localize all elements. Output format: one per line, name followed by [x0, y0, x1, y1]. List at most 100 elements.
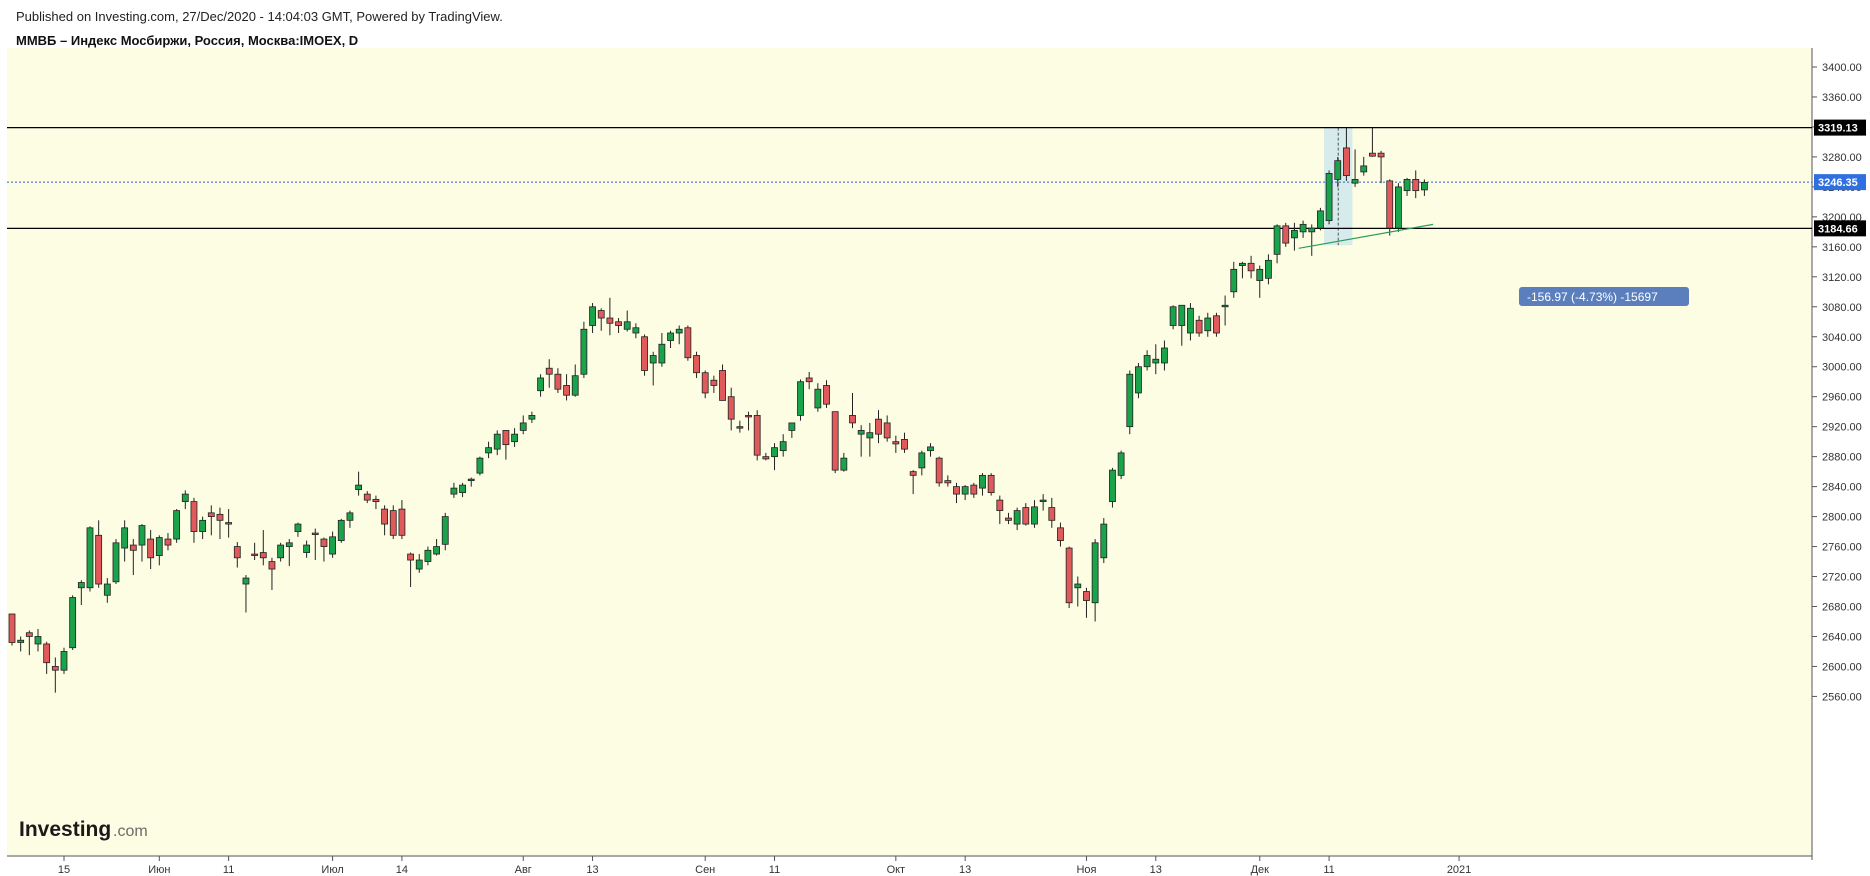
candle-body [251, 553, 259, 556]
candle-body [1074, 583, 1082, 589]
candle-body [502, 430, 510, 446]
candle-body [710, 379, 718, 386]
candle-body [225, 522, 233, 525]
candle-body [1256, 268, 1264, 281]
candle-body [433, 546, 440, 555]
candle-body [849, 415, 856, 424]
candle-body [268, 561, 276, 570]
candle-body [337, 519, 345, 541]
candle-body [901, 439, 908, 450]
candle-body [493, 433, 501, 450]
candle-body [701, 372, 709, 394]
candle-body [805, 377, 813, 383]
candle-body [918, 452, 926, 469]
candle-body [857, 430, 865, 435]
plot-area[interactable] [7, 48, 1812, 856]
trendline[interactable] [1298, 223, 1434, 249]
candle-body [519, 422, 527, 431]
y-tick-label: 3040.00 [1822, 332, 1862, 344]
price-axis-labels: 3319.13 3246.35 3184.66 [1814, 119, 1866, 237]
candle-body [1299, 223, 1307, 233]
candle-body [762, 456, 770, 460]
candle-body [866, 432, 874, 439]
y-tick-label: 3280.00 [1822, 152, 1862, 164]
candle-body [77, 582, 85, 589]
candle-body [51, 666, 59, 671]
candle-body [181, 493, 189, 502]
candle-body [1005, 517, 1012, 521]
candle-body [415, 559, 423, 570]
candle-body [95, 534, 103, 585]
candle-body [727, 396, 735, 420]
x-tick-label: 2021 [1447, 864, 1471, 876]
y-tick-label: 2680.00 [1822, 602, 1862, 614]
candle-body [1377, 152, 1385, 158]
support-price-label: 3184.66 [1818, 223, 1858, 235]
candle-body [1091, 542, 1099, 604]
x-tick-label: Окт [887, 864, 906, 876]
x-tick-label: 15 [58, 864, 70, 876]
candle-body [25, 632, 33, 637]
candle-body [8, 613, 16, 643]
candle-body [329, 536, 337, 555]
candle-body [277, 544, 285, 559]
candle-body [389, 510, 397, 536]
x-tick-label: Июл [321, 864, 343, 876]
candle-body [259, 552, 267, 559]
candle-body [909, 471, 917, 476]
candle-body [1395, 186, 1402, 229]
x-tick-label: Дек [1251, 864, 1270, 876]
candle-body [1386, 180, 1394, 229]
candle-body [1169, 306, 1177, 326]
candle-body [459, 484, 466, 494]
y-axis: 3400.003360.003320.003280.003240.003200.… [1811, 48, 1869, 860]
candle-body [935, 457, 943, 484]
y-tick-label: 3160.00 [1822, 242, 1862, 254]
candle-body [1420, 181, 1428, 191]
candle-body [372, 498, 380, 502]
resistance-price-label-box [1814, 119, 1866, 136]
candle-body [450, 487, 458, 495]
measure-label: -156.97 (-4.73%) -15697 [1519, 287, 1689, 306]
candle-body [814, 388, 822, 409]
candle-body [1048, 507, 1056, 521]
x-tick-label: 11 [769, 864, 780, 876]
candle-body [155, 537, 163, 556]
candle-body [641, 336, 648, 371]
candle-body [606, 317, 614, 324]
candle-body [476, 457, 484, 474]
candle-body [875, 418, 882, 435]
candle-body [883, 422, 891, 439]
candle-body [60, 651, 68, 671]
instrument-title: ММВБ – Индекс Мосбиржи, Россия, Москва:I… [16, 33, 359, 48]
candle-body [112, 542, 120, 583]
y-tick-label: 2720.00 [1822, 572, 1862, 584]
candle-body [1334, 160, 1342, 180]
x-axis: 15 Июн 11 Июл 14 Авг 13 Сен 11 Окт 13 Ноя 13 Дек 11 202… [7, 855, 1812, 876]
candle-body [658, 343, 666, 364]
y-tick-label: 2560.00 [1822, 691, 1862, 703]
x-tick-label: 13 [959, 864, 971, 876]
candle-body [199, 519, 207, 532]
candle-body [1412, 178, 1420, 192]
support-price-label-box [1814, 220, 1866, 237]
candle-body [979, 474, 986, 489]
candle-body [1135, 366, 1142, 394]
logo-brand: Investing [19, 818, 111, 841]
x-tick-label: 13 [586, 864, 598, 876]
candle-body [311, 532, 319, 535]
candle-body [407, 553, 414, 561]
candle-body [138, 525, 146, 546]
candle-body [1213, 315, 1220, 334]
x-tick-label: Ноя [1076, 864, 1096, 876]
candle-body [1143, 355, 1151, 368]
candle-body [823, 385, 830, 405]
candle-body [1317, 210, 1324, 229]
candle-body [190, 501, 198, 532]
candle-body [632, 327, 640, 334]
candle-body [545, 367, 553, 375]
candle-body [121, 527, 129, 549]
candle-body [1343, 147, 1350, 177]
candle-body [745, 415, 752, 418]
